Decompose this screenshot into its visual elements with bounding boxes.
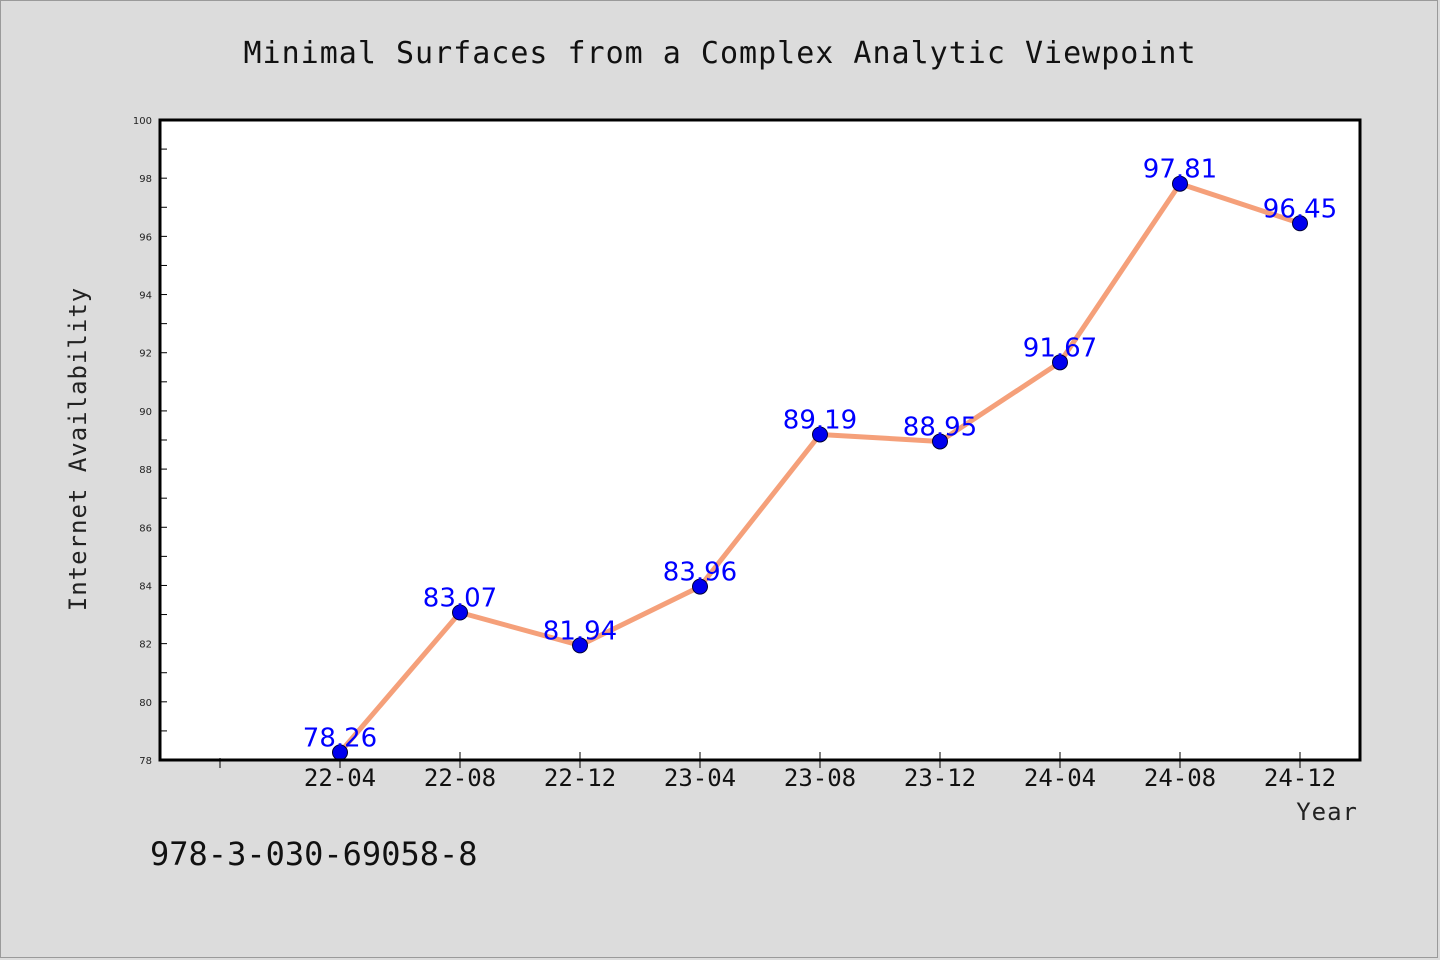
y-tick-label: 100 <box>133 116 152 127</box>
data-label: 81.94 <box>543 616 617 646</box>
data-point <box>1052 354 1068 371</box>
y-tick-label: 86 <box>139 523 152 534</box>
chart-title: Minimal Surfaces from a Complex Analytic… <box>243 36 1196 71</box>
data-point <box>932 433 948 450</box>
data-point <box>812 426 828 443</box>
plot-border <box>158 118 1362 762</box>
y-tick-label: 92 <box>139 349 152 360</box>
x-tick-label: 22-04 <box>304 764 376 792</box>
y-tick-label: 78 <box>139 756 152 767</box>
y-tick-label: 98 <box>139 174 152 185</box>
x-tick-label: 23-04 <box>664 764 736 792</box>
series-layer: 78.26 83.07 81.94 83.96 89.19 88.95 91.67 97.81… <box>303 155 1337 761</box>
x-tick-label: 24-12 <box>1264 764 1336 792</box>
y-tick-label: 94 <box>139 291 152 302</box>
data-label: 89.19 <box>783 405 857 435</box>
data-label: 96.45 <box>1263 194 1337 224</box>
y-tick-label: 82 <box>139 640 152 651</box>
data-point <box>1172 175 1188 192</box>
x-axis-label: Year <box>1296 798 1358 826</box>
y-tick-label: 80 <box>139 698 152 709</box>
x-tick-label: 22-12 <box>544 764 616 792</box>
isbn-footnote: 978-3-030-69058-8 <box>150 835 478 873</box>
x-tick-label: 24-04 <box>1024 764 1096 792</box>
axis-ticks: 78 80 82 84 86 88 90 92 94 96 98 100 22-04 22-08 22-12… <box>133 116 1336 792</box>
data-point <box>452 604 468 621</box>
data-point <box>1292 215 1308 232</box>
y-axis-label: Internet Availability <box>64 287 92 611</box>
data-label: 88.95 <box>903 412 977 442</box>
x-tick-label: 23-12 <box>904 764 976 792</box>
data-label: 91.67 <box>1023 333 1097 363</box>
y-tick-label: 84 <box>139 581 152 592</box>
x-tick-label: 23-08 <box>784 764 856 792</box>
x-tick-label: 24-08 <box>1144 764 1216 792</box>
x-tick-label: 22-08 <box>424 764 496 792</box>
data-label: 97.81 <box>1143 155 1217 185</box>
y-tick-label: 90 <box>139 407 152 418</box>
plot-area <box>160 120 1360 760</box>
y-tick-label: 88 <box>139 465 152 476</box>
data-point <box>572 637 588 654</box>
data-label: 83.07 <box>423 584 497 614</box>
data-label: 83.96 <box>663 558 737 588</box>
data-point <box>692 578 708 595</box>
y-tick-label: 96 <box>139 232 152 243</box>
data-label: 78.26 <box>303 723 377 753</box>
